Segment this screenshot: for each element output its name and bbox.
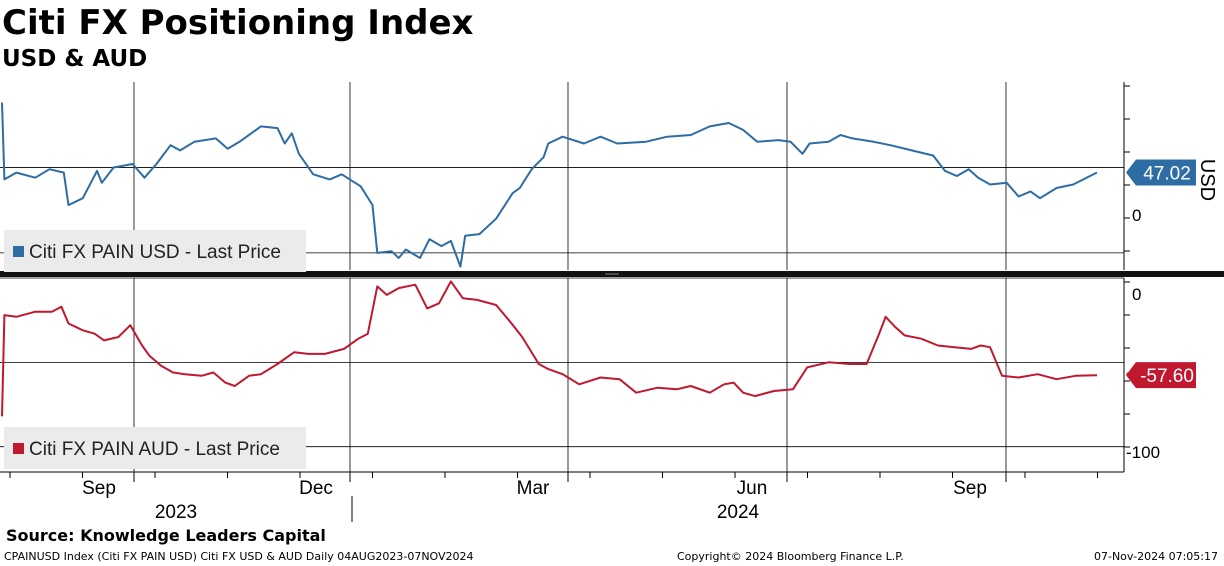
page-title: Citi FX Positioning Index (2, 3, 474, 43)
aud-last-price-label: -57.60 (1140, 366, 1194, 387)
usd-y-tick-label: 0 (1132, 206, 1141, 225)
usd-legend-box (4, 230, 306, 272)
usd-y-axis-label: USD (1196, 159, 1218, 201)
aud-legend-swatch (13, 443, 24, 454)
x-year-label: 2023 (155, 502, 197, 523)
x-tick-label: Jun (737, 478, 768, 499)
timestamp: 07-Nov-2024 07:05:17 (1093, 550, 1218, 563)
x-tick-label: Mar (517, 478, 550, 499)
usd-legend-swatch (13, 246, 24, 257)
aud-last-price-tag: -57.60 (1126, 362, 1196, 389)
aud-y-tick-label: 0 (1132, 285, 1141, 304)
aud-series-line (1, 280, 1098, 417)
page-subtitle: USD & AUD (2, 46, 148, 72)
aud-legend-label: Citi FX PAIN AUD - Last Price (29, 439, 280, 460)
ticker-info: CPAINUSD Index (Citi FX PAIN USD) Citi F… (4, 550, 474, 563)
source-note: Source: Knowledge Leaders Capital (6, 526, 326, 545)
usd-last-price-label: 47.02 (1143, 164, 1191, 185)
x-tick-label: Sep (953, 478, 987, 499)
aud-last-price-tag-bg (1126, 362, 1196, 389)
copyright-note: Copyright© 2024 Bloomberg Finance L.P. (677, 550, 904, 563)
x-year-label: 2024 (717, 502, 760, 523)
usd-series-line (1, 102, 1098, 268)
usd-legend-label: Citi FX PAIN USD - Last Price (29, 242, 281, 263)
aud-y-tick-label: -100 (1126, 443, 1160, 462)
x-tick-label: Dec (299, 478, 333, 499)
x-tick-label: Sep (82, 478, 116, 499)
usd-last-price-tag: 47.02 (1126, 159, 1196, 186)
aud-legend-box (4, 427, 306, 469)
usd-last-price-tag-bg (1126, 159, 1196, 186)
